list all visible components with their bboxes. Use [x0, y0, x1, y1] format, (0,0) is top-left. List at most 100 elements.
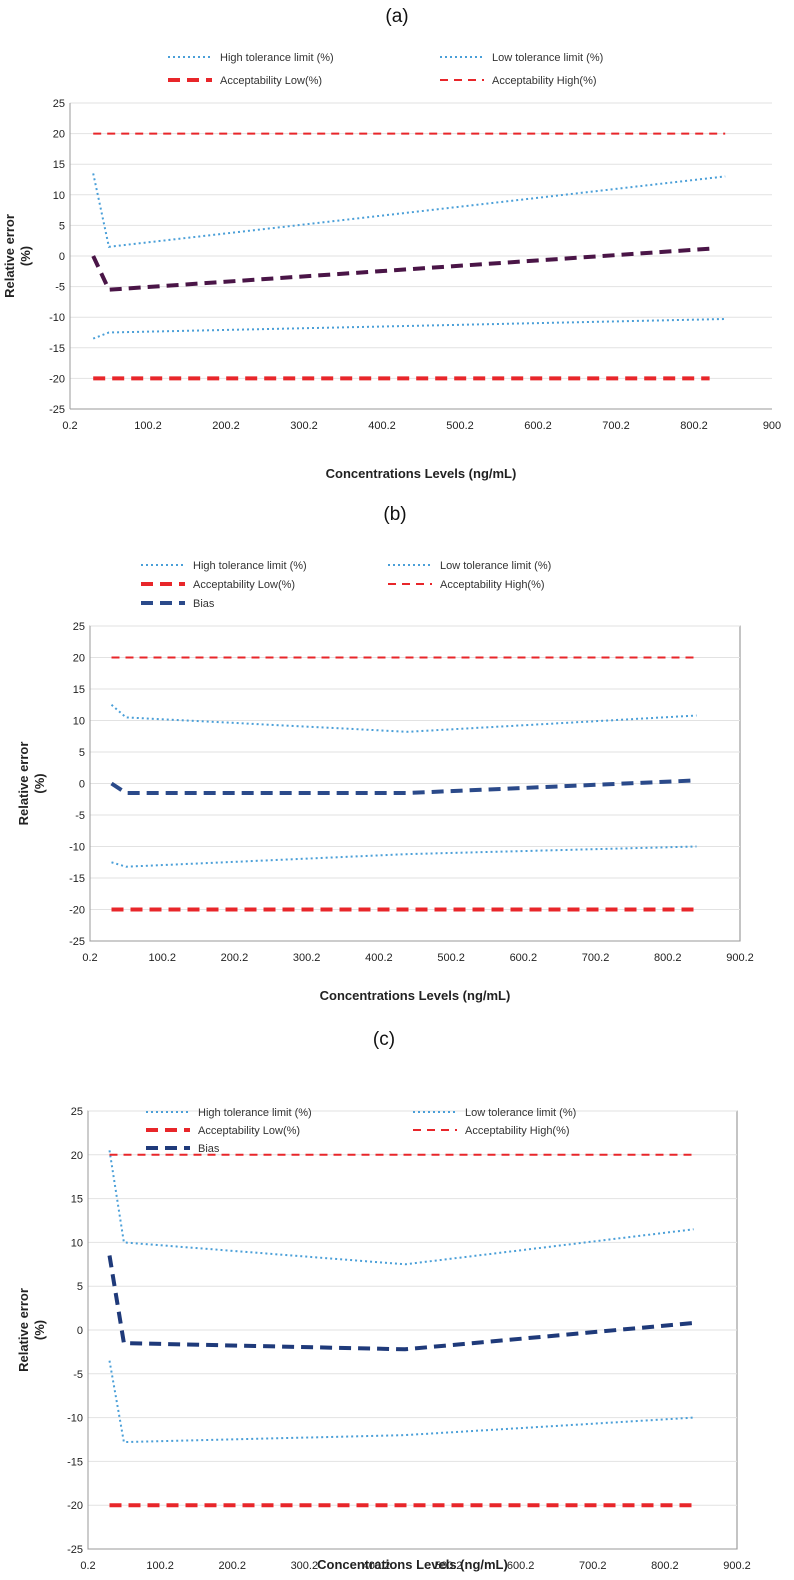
x-tick-label: 200.2 [212, 420, 240, 432]
panel-label: (c) [373, 1029, 395, 1050]
x-axis-title: Concentrations Levels (ng/mL) [326, 466, 517, 481]
x-tick-label: 400.2 [368, 420, 396, 432]
legend-label-low-tolerance-limit: Low tolerance limit (%) [465, 1107, 576, 1119]
legend-label-acceptability-low: Acceptability Low(%) [220, 75, 322, 87]
legend-label-acceptability-low: Acceptability Low(%) [193, 579, 295, 591]
y-axis-title: Relative error [2, 214, 17, 298]
panel-label: (a) [385, 6, 408, 27]
legend-label-acceptability-high: Acceptability High(%) [465, 1125, 570, 1137]
legend-label-high-tolerance-limit: High tolerance limit (%) [220, 52, 334, 64]
x-axis-title: Concentrations Levels (ng/mL) [320, 988, 511, 1003]
legend-label-high-tolerance-limit: High tolerance limit (%) [193, 560, 307, 572]
y-tick-label: 5 [59, 220, 65, 232]
y-tick-label: -10 [49, 312, 65, 324]
y-tick-label: 5 [77, 1281, 83, 1293]
y-axis-unit: (%) [32, 1320, 47, 1340]
legend-label-low-tolerance-limit: Low tolerance limit (%) [492, 52, 603, 64]
legend-label-acceptability-high: Acceptability High(%) [440, 579, 545, 591]
x-tick-label: 700.2 [602, 420, 630, 432]
x-tick-label: 900.2 [726, 952, 754, 964]
legend-label-acceptability-high: Acceptability High(%) [492, 75, 597, 87]
y-tick-label: 0 [79, 779, 85, 791]
x-tick-label: 600.2 [510, 952, 538, 964]
y-tick-label: -10 [67, 1413, 83, 1425]
x-tick-label: 600.2 [524, 420, 552, 432]
y-tick-label: 15 [73, 684, 85, 696]
x-tick-label: 800.2 [651, 1560, 679, 1572]
x-axis-title: Concentrations Levels (ng/mL) [317, 1557, 508, 1572]
y-tick-label: -5 [55, 282, 65, 294]
x-tick-label: 200.2 [218, 1560, 246, 1572]
y-tick-label: -20 [49, 373, 65, 385]
y-tick-label: -10 [69, 842, 85, 854]
legend-label-bias: Bias [193, 598, 215, 610]
y-tick-label: 0 [77, 1325, 83, 1337]
y-tick-label: -25 [69, 936, 85, 948]
y-tick-label: 25 [71, 1106, 83, 1118]
y-tick-label: 20 [53, 129, 65, 141]
y-tick-label: -15 [67, 1456, 83, 1468]
series-line-high-tolerance-limit [110, 704, 697, 733]
x-tick-label: 900 [763, 420, 781, 432]
chart-panel-a: (a) 25 20 15 10 5 0 -5 -10 -15 -20 -25 0.2 100.2 200.2… [2, 6, 781, 481]
x-tick-label: 200.2 [221, 952, 249, 964]
y-tick-label: -15 [69, 873, 85, 885]
y-tick-label: 5 [79, 747, 85, 759]
x-tick-label: 700.2 [579, 1560, 607, 1572]
x-tick-label: 300.2 [293, 952, 321, 964]
x-tick-label: 500.2 [446, 420, 474, 432]
y-tick-label: -15 [49, 343, 65, 355]
x-tick-label: 0.2 [82, 952, 97, 964]
x-tick-label: 800.2 [680, 420, 708, 432]
y-tick-label: -5 [73, 1369, 83, 1381]
legend-label-high-tolerance-limit: High tolerance limit (%) [198, 1107, 312, 1119]
y-axis-title: Relative error [16, 742, 31, 826]
x-tick-label: 100.2 [146, 1560, 174, 1572]
panel-label: (b) [383, 504, 406, 525]
series-line-high-tolerance-limit [108, 1150, 694, 1266]
y-tick-label: 15 [71, 1194, 83, 1206]
x-tick-label: 300.2 [291, 1560, 319, 1572]
x-tick-label: 300.2 [290, 420, 318, 432]
x-tick-label: 100.2 [134, 420, 162, 432]
x-tick-label: 500.2 [435, 1560, 463, 1572]
series-line-low-tolerance-limit [92, 318, 726, 340]
y-tick-label: 20 [71, 1150, 83, 1162]
x-tick-label: 600.2 [507, 1560, 535, 1572]
y-tick-label: 25 [53, 98, 65, 110]
chart-panel-b: (b) 25 20 15 10 5 0 -5 -10 -15 -20 -25 0.2 100.2 200.2… [16, 504, 754, 1003]
series-line-bias [91, 246, 710, 292]
y-tick-label: -5 [75, 810, 85, 822]
series-line-bias [110, 778, 697, 795]
y-tick-label: 10 [73, 716, 85, 728]
legend-label-bias: Bias [198, 1143, 220, 1155]
x-tick-label: 900.2 [723, 1560, 751, 1572]
y-axis-title: Relative error [16, 1288, 31, 1372]
y-tick-label: 25 [73, 621, 85, 633]
legend-label-low-tolerance-limit: Low tolerance limit (%) [440, 560, 551, 572]
y-tick-label: 10 [71, 1237, 83, 1249]
series-line-low-tolerance-limit [111, 845, 697, 868]
y-axis-unit: (%) [18, 246, 33, 266]
x-tick-label: 700.2 [582, 952, 610, 964]
x-tick-label: 0.2 [80, 1560, 95, 1572]
legend-label-acceptability-low: Acceptability Low(%) [198, 1125, 300, 1137]
series-line-low-tolerance-limit [108, 1360, 694, 1444]
x-tick-label: 100.2 [148, 952, 176, 964]
y-axis-unit: (%) [32, 773, 47, 793]
x-tick-label: 800.2 [654, 952, 682, 964]
y-tick-label: 10 [53, 190, 65, 202]
series-line-high-tolerance-limit [92, 173, 726, 248]
x-tick-label: 500.2 [437, 952, 465, 964]
y-tick-label: -25 [67, 1544, 83, 1556]
x-tick-label: 400.2 [365, 952, 393, 964]
y-tick-label: 0 [59, 251, 65, 263]
y-tick-label: -20 [67, 1500, 83, 1512]
y-tick-label: 15 [53, 159, 65, 171]
y-tick-label: -20 [69, 905, 85, 917]
series-line-bias [107, 1255, 694, 1352]
x-tick-label: 400.2 [363, 1560, 391, 1572]
chart-panel-c: (c) 25 20 15 10 5 0 -5 -10 -15 -20 -25 0.2 100.2 200.2… [16, 1029, 751, 1572]
y-tick-label: -25 [49, 404, 65, 416]
